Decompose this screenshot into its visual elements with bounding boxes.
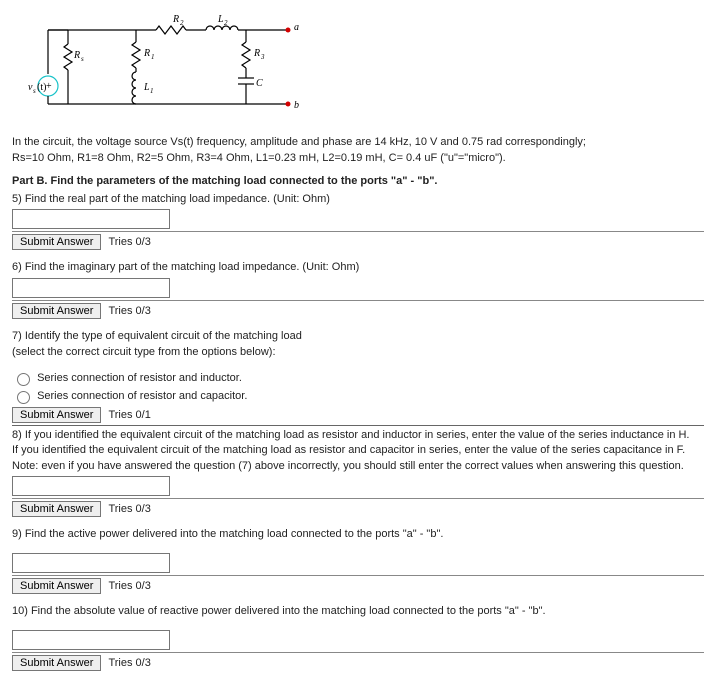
svg-text:2: 2 xyxy=(224,19,228,27)
q7-submit-button[interactable]: Submit Answer xyxy=(12,407,101,423)
svg-text:+: + xyxy=(46,81,52,92)
svg-text:a: a xyxy=(294,22,299,33)
q7-option1-radio[interactable] xyxy=(17,373,30,386)
q8-submit-button[interactable]: Submit Answer xyxy=(12,501,101,517)
q8-text: 8) If you identified the equivalent circ… xyxy=(12,428,704,474)
svg-text:R: R xyxy=(143,48,150,59)
q7-option1-label: Series connection of resistor and induct… xyxy=(37,372,242,384)
q5-text: 5) Find the real part of the matching lo… xyxy=(12,192,704,207)
q9-submit-button[interactable]: Submit Answer xyxy=(12,578,101,594)
q5-input[interactable] xyxy=(12,209,170,229)
q9-tries: Tries 0/3 xyxy=(108,580,150,592)
q6-tries: Tries 0/3 xyxy=(108,305,150,317)
svg-text:b: b xyxy=(294,100,299,111)
q9-input[interactable] xyxy=(12,553,170,573)
circuit-diagram: R2 L2 Rs R1 L1 R3 C a b vs(t) + xyxy=(28,12,308,122)
svg-text:3: 3 xyxy=(260,53,265,61)
svg-text:s: s xyxy=(81,55,84,63)
svg-text:R: R xyxy=(73,50,80,61)
svg-text:L: L xyxy=(217,14,224,25)
q7-option2-label: Series connection of resistor and capaci… xyxy=(37,390,247,402)
svg-text:C: C xyxy=(256,78,263,89)
svg-text:1: 1 xyxy=(151,53,155,61)
part-b-title: Part B. Find the parameters of the match… xyxy=(12,174,704,189)
svg-text:L: L xyxy=(143,82,150,93)
q10-input[interactable] xyxy=(12,630,170,650)
q9-text: 9) Find the active power delivered into … xyxy=(12,527,704,542)
q10-tries: Tries 0/3 xyxy=(108,657,150,669)
q5-tries: Tries 0/3 xyxy=(108,236,150,248)
q10-submit-button[interactable]: Submit Answer xyxy=(12,655,101,671)
q6-submit-button[interactable]: Submit Answer xyxy=(12,303,101,319)
svg-text:R: R xyxy=(172,14,179,25)
q8-input[interactable] xyxy=(12,476,170,496)
q7-option2-radio[interactable] xyxy=(17,391,30,404)
q10-text: 10) Find the absolute value of reactive … xyxy=(12,604,704,619)
q6-input[interactable] xyxy=(12,278,170,298)
q7-text: 7) Identify the type of equivalent circu… xyxy=(12,329,704,360)
q6-text: 6) Find the imaginary part of the matchi… xyxy=(12,260,704,275)
svg-text:1: 1 xyxy=(150,87,154,95)
q5-submit-button[interactable]: Submit Answer xyxy=(12,234,101,250)
q7-tries: Tries 0/1 xyxy=(108,409,150,421)
q8-tries: Tries 0/3 xyxy=(108,503,150,515)
svg-text:s: s xyxy=(33,87,36,95)
svg-text:R: R xyxy=(253,48,260,59)
intro-text: In the circuit, the voltage source Vs(t)… xyxy=(12,135,704,166)
svg-text:2: 2 xyxy=(180,19,184,27)
